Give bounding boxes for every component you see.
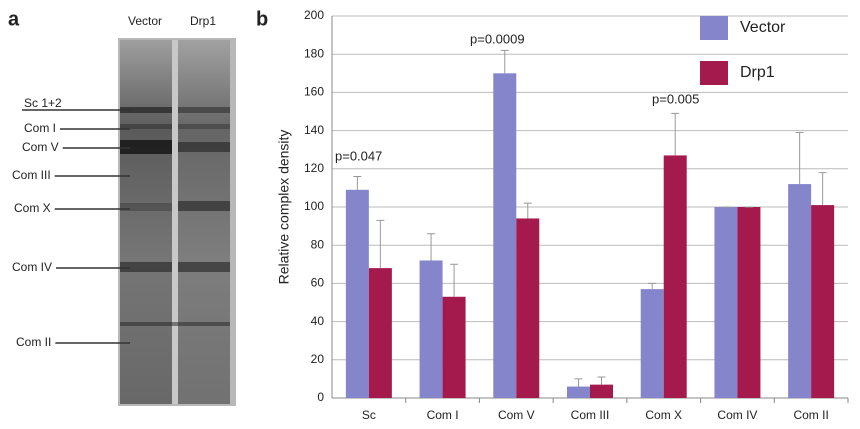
legend-label: Vector [740,19,786,36]
bar [737,207,760,398]
error-bar [524,203,532,218]
bar [420,260,443,398]
bar [567,387,590,398]
y-tick-label: 160 [304,85,324,99]
y-axis-label: Relative complex density [276,130,292,285]
band-label: Com V [22,140,59,154]
legend-label: Drp1 [740,64,775,81]
y-tick-label: 120 [304,161,324,175]
bar [493,73,516,398]
y-tick-label: 0 [317,390,324,404]
bar [714,207,737,398]
bar [443,297,466,398]
y-tick-label: 80 [311,237,325,251]
band-label: Com IV [12,260,52,274]
band-label: Com III [12,168,51,182]
x-tick-label: Com II [793,408,828,422]
error-bar [427,234,435,261]
y-tick-label: 60 [311,276,325,290]
bar [811,205,834,398]
error-bar [575,379,583,387]
error-bar [450,264,458,296]
y-tick-label: 140 [304,123,324,137]
y-tick-label: 20 [311,352,325,366]
bar [346,190,369,398]
x-tick-label: Sc [362,408,376,422]
y-tick-label: 200 [304,8,324,22]
y-tick-label: 100 [304,199,324,213]
x-tick-label: Com I [427,408,459,422]
annotation: p=0.005 [652,91,699,106]
error-bar [376,220,384,268]
legend-swatch [700,61,728,85]
annotation: p=0.047 [335,148,382,163]
band-label: Com X [14,201,51,215]
error-bar [819,173,827,205]
error-bar [796,133,804,185]
error-bar [598,377,606,385]
lane-label: Drp1 [190,14,216,28]
annotation: p=0.0009 [470,31,525,46]
band-label: Sc 1+2 [24,96,62,110]
x-tick-label: Com V [498,408,535,422]
bar [516,218,539,398]
bar [664,155,687,398]
x-tick-label: Com X [645,408,682,422]
x-tick-label: Com IV [717,408,757,422]
bar [641,289,664,398]
panel-label: a [8,8,20,30]
y-tick-label: 180 [304,46,324,60]
panel-label: b [256,8,268,30]
legend-swatch [700,16,728,40]
error-bar [353,176,361,189]
lane-label: Vector [128,14,162,28]
bar [369,268,392,398]
band-label: Com II [16,335,51,349]
bar [788,184,811,398]
error-bar [648,283,656,289]
x-tick-label: Com III [571,408,610,422]
gel-image [118,38,236,406]
error-bar [671,113,679,155]
y-tick-label: 40 [311,314,325,328]
figure: a b Vector Drp1 Sc 1+2 Com I Com V Com III Com… [0,0,860,429]
band-label: Com I [24,121,56,135]
bar [590,385,613,398]
